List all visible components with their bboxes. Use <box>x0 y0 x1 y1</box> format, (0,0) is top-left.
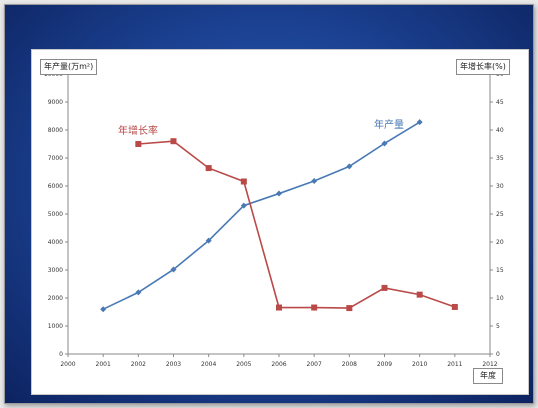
left-tick-label: 6000 <box>48 183 63 190</box>
data-point-rate <box>381 284 388 291</box>
data-point-rate <box>416 291 423 298</box>
slide-frame: 0 1000 2000 3000 4000 5000 6000 7000 8000 9000 10 0… <box>4 4 534 404</box>
x-tick-label: 2000 <box>60 361 75 368</box>
data-point-rate <box>346 305 353 312</box>
left-tick-label: 3000 <box>48 267 63 274</box>
data-point-rate <box>135 141 142 147</box>
data-point-output <box>416 119 423 126</box>
data-point-rate <box>170 138 177 145</box>
left-axis-title: 年产量(万m²) <box>40 59 98 75</box>
left-tick-label: 1000 <box>48 323 63 330</box>
data-point-output <box>381 140 388 147</box>
left-tick-label: 2000 <box>48 295 63 302</box>
left-tick-label: 0 <box>59 351 63 358</box>
left-tick-label: 5000 <box>48 211 63 218</box>
right-tick-label: 0 <box>496 351 500 358</box>
left-tick-label: 4000 <box>48 239 63 246</box>
chart-series <box>100 119 458 313</box>
data-point-output <box>346 163 353 170</box>
left-tick-label: 7000 <box>48 155 63 162</box>
data-point-rate <box>451 303 458 310</box>
data-point-output <box>205 237 212 244</box>
right-tick-label: 40 <box>496 127 504 134</box>
x-tick-label: 2005 <box>236 361 251 368</box>
right-tick-label: 30 <box>496 183 504 190</box>
x-tick-label: 2006 <box>271 361 286 368</box>
x-tick-label: 2007 <box>307 361 322 368</box>
data-point-output <box>100 306 107 313</box>
series-line-output <box>102 121 421 310</box>
x-tick-label: 2001 <box>96 361 111 368</box>
data-point-output <box>311 177 318 184</box>
right-tick-label: 25 <box>496 211 504 218</box>
right-tick-labels: 05101520253035404550 <box>496 71 504 358</box>
series-line-rate <box>138 140 456 309</box>
x-axis-title: 年度 <box>473 368 503 384</box>
chart-panel: 0 1000 2000 3000 4000 5000 6000 7000 8000 9000 10 0… <box>31 49 529 395</box>
right-tick-label: 10 <box>496 295 504 302</box>
line-chart: 0 1000 2000 3000 4000 5000 6000 7000 8000 9000 10 0… <box>44 71 504 368</box>
x-tick-labels: 2000 2001 2002 2003 2004 2005 2006 2007 2008 2009… <box>60 361 497 368</box>
right-tick-label: 15 <box>496 267 504 274</box>
right-axis-title: 年增长率(%) <box>456 59 510 75</box>
x-tick-label: 2008 <box>342 361 357 368</box>
right-tick-label: 45 <box>496 99 504 106</box>
series-label-rate: 年增长率 <box>118 124 158 137</box>
data-point-output <box>170 266 177 273</box>
chart-axes <box>65 73 493 357</box>
x-tick-label: 2010 <box>412 361 427 368</box>
x-tick-label: 2009 <box>377 361 392 368</box>
x-tick-label: 2012 <box>482 361 497 368</box>
left-tick-labels: 0100020003000400050006000700080009000100… <box>44 71 63 358</box>
series-label-output: 年产量 <box>374 118 404 131</box>
right-tick-label: 20 <box>496 239 504 246</box>
left-tick-label: 8000 <box>48 127 63 134</box>
x-tick-label: 2004 <box>201 361 216 368</box>
data-point-output <box>135 289 142 296</box>
right-tick-label: 35 <box>496 155 504 162</box>
x-tick-label: 2002 <box>131 361 146 368</box>
left-tick-label: 9000 <box>48 99 63 106</box>
data-point-rate <box>205 165 212 172</box>
data-point-output <box>276 190 282 197</box>
data-point-output <box>240 202 247 209</box>
data-point-rate <box>276 304 282 311</box>
right-tick-label: 5 <box>496 323 500 330</box>
data-point-rate <box>311 304 318 311</box>
data-point-rate <box>240 178 247 185</box>
x-tick-label: 2011 <box>447 361 462 368</box>
x-tick-label: 2003 <box>166 361 181 368</box>
